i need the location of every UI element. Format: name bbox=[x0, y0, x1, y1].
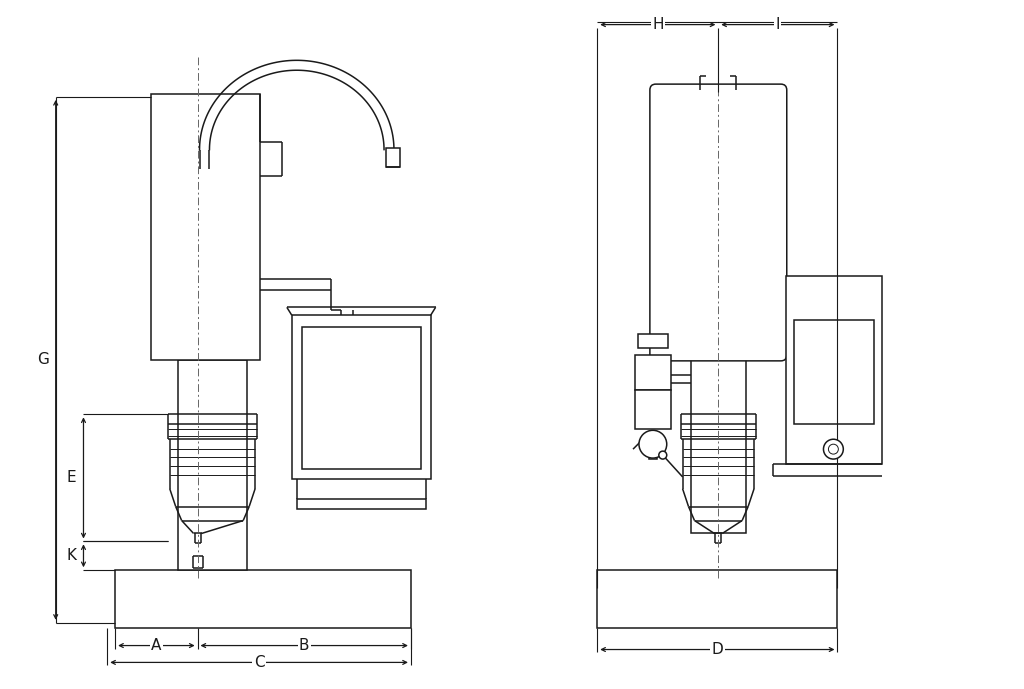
Bar bbox=[386, 147, 400, 167]
Bar bbox=[649, 449, 656, 459]
Text: C: C bbox=[254, 655, 264, 670]
Bar bbox=[635, 355, 671, 390]
Bar bbox=[151, 94, 260, 360]
Bar bbox=[635, 390, 671, 429]
Circle shape bbox=[658, 451, 667, 459]
Text: D: D bbox=[712, 642, 723, 657]
Bar bbox=[638, 334, 668, 348]
FancyBboxPatch shape bbox=[650, 84, 786, 361]
Bar bbox=[785, 276, 882, 464]
Text: H: H bbox=[652, 17, 664, 32]
Text: A: A bbox=[152, 638, 162, 653]
Bar bbox=[178, 360, 247, 570]
Text: E: E bbox=[67, 471, 77, 486]
Text: I: I bbox=[775, 17, 780, 32]
Circle shape bbox=[639, 431, 667, 458]
Circle shape bbox=[828, 444, 839, 454]
Bar bbox=[292, 316, 431, 479]
Text: G: G bbox=[37, 352, 49, 367]
Bar bbox=[302, 327, 421, 469]
Bar bbox=[116, 570, 411, 628]
Text: B: B bbox=[299, 638, 309, 653]
Circle shape bbox=[823, 439, 844, 459]
Bar bbox=[297, 499, 426, 508]
Text: K: K bbox=[67, 548, 77, 564]
Bar bbox=[794, 320, 874, 424]
Bar bbox=[597, 570, 838, 628]
Bar bbox=[690, 355, 746, 533]
